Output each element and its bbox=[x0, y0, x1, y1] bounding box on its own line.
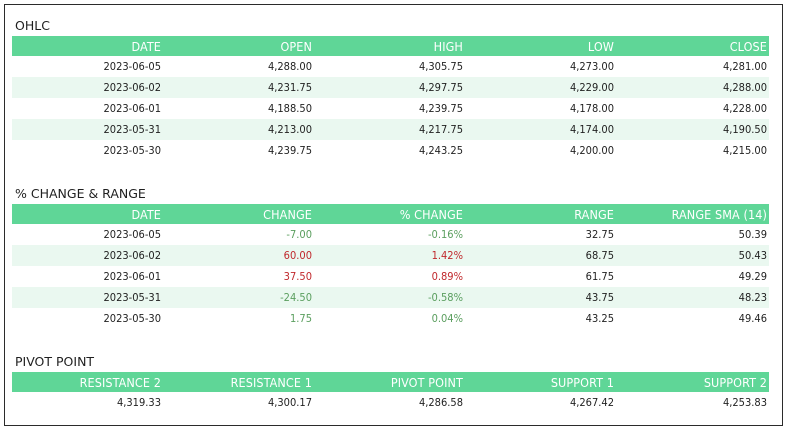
change-header-pct-change: % CHANGE bbox=[314, 204, 465, 224]
ohlc-cell-date: 2023-06-05 bbox=[103, 60, 161, 73]
change-cell-date: 2023-06-02 bbox=[12, 245, 163, 266]
change-range-section-title: % CHANGE & RANGE bbox=[15, 186, 146, 201]
ohlc-cell-high: 4,217.75 bbox=[314, 119, 465, 140]
ohlc-cell-low: 4,229.00 bbox=[465, 77, 616, 98]
ohlc-cell-open: 4,213.00 bbox=[163, 119, 314, 140]
change-cell-date: 2023-06-01 bbox=[103, 270, 161, 283]
ohlc-cell-close: 4,288.00 bbox=[616, 77, 769, 98]
change-cell-range-sma: 49.29 bbox=[738, 270, 767, 283]
pivot-cell-pivot-point: 4,286.58 bbox=[418, 396, 463, 409]
table-row: 2023-06-05 4,288.00 4,305.75 4,273.00 4,… bbox=[12, 56, 769, 77]
ohlc-table: DATE OPEN HIGH LOW CLOSE 2023-06-05 4,28… bbox=[12, 36, 769, 161]
change-header-change: CHANGE bbox=[163, 204, 314, 224]
table-row: 2023-05-30 1.75 0.04% 43.25 49.46 bbox=[12, 308, 769, 329]
table-row: 2023-06-01 4,188.50 4,239.75 4,178.00 4,… bbox=[12, 98, 769, 119]
ohlc-cell-open: 4,188.50 bbox=[267, 102, 312, 115]
ohlc-header-open: OPEN bbox=[163, 36, 314, 56]
pivot-cell-support-2: 4,253.83 bbox=[722, 396, 767, 409]
change-cell-range-sma: 50.43 bbox=[616, 245, 769, 266]
table-row: 2023-05-31 4,213.00 4,217.75 4,174.00 4,… bbox=[12, 119, 769, 140]
pivot-header-resistance-1: RESISTANCE 1 bbox=[163, 372, 314, 392]
change-header-range-sma: RANGE SMA (14) bbox=[616, 204, 769, 224]
change-cell-range: 43.25 bbox=[585, 312, 614, 325]
ohlc-cell-close: 4,228.00 bbox=[722, 102, 767, 115]
ohlc-section-title: OHLC bbox=[15, 18, 50, 33]
pivot-table: RESISTANCE 2 RESISTANCE 1 PIVOT POINT SU… bbox=[12, 372, 769, 413]
ohlc-cell-low: 4,174.00 bbox=[465, 119, 616, 140]
change-cell-range: 32.75 bbox=[585, 228, 614, 241]
ohlc-cell-close: 4,190.50 bbox=[616, 119, 769, 140]
pivot-header-resistance-2: RESISTANCE 2 bbox=[12, 372, 163, 392]
change-range-header-row: DATE CHANGE % CHANGE RANGE RANGE SMA (14… bbox=[12, 204, 769, 224]
ohlc-cell-low: 4,200.00 bbox=[569, 144, 614, 157]
ohlc-header-low: LOW bbox=[465, 36, 616, 56]
pivot-header-pivot-point: PIVOT POINT bbox=[314, 372, 465, 392]
ohlc-cell-open: 4,239.75 bbox=[267, 144, 312, 157]
table-row: 2023-06-05 -7.00 -0.16% 32.75 50.39 bbox=[12, 224, 769, 245]
ohlc-cell-high: 4,243.25 bbox=[418, 144, 463, 157]
change-cell-pct-change: -0.16% bbox=[427, 228, 463, 241]
change-cell-date: 2023-06-05 bbox=[103, 228, 161, 241]
change-cell-change: 60.00 bbox=[163, 245, 314, 266]
table-row: 4,319.33 4,300.17 4,286.58 4,267.42 4,25… bbox=[12, 392, 769, 413]
change-cell-range-sma: 50.39 bbox=[738, 228, 767, 241]
ohlc-cell-close: 4,215.00 bbox=[722, 144, 767, 157]
pivot-header-row: RESISTANCE 2 RESISTANCE 1 PIVOT POINT SU… bbox=[12, 372, 769, 392]
ohlc-cell-low: 4,178.00 bbox=[569, 102, 614, 115]
change-cell-pct-change: 0.89% bbox=[431, 270, 463, 283]
ohlc-cell-open: 4,231.75 bbox=[163, 77, 314, 98]
ohlc-cell-date: 2023-05-30 bbox=[103, 144, 161, 157]
ohlc-cell-high: 4,305.75 bbox=[418, 60, 463, 73]
change-cell-date: 2023-05-31 bbox=[12, 287, 163, 308]
change-cell-range-sma: 49.46 bbox=[738, 312, 767, 325]
pivot-header-support-1: SUPPORT 1 bbox=[465, 372, 616, 392]
ohlc-header-close: CLOSE bbox=[616, 36, 769, 56]
change-cell-pct-change: -0.58% bbox=[314, 287, 465, 308]
ohlc-cell-open: 4,288.00 bbox=[267, 60, 312, 73]
pivot-header-support-2: SUPPORT 2 bbox=[616, 372, 769, 392]
table-row: 2023-06-02 60.00 1.42% 68.75 50.43 bbox=[12, 245, 769, 266]
ohlc-cell-date: 2023-06-01 bbox=[103, 102, 161, 115]
change-cell-change: -24.50 bbox=[163, 287, 314, 308]
pivot-cell-support-1: 4,267.42 bbox=[569, 396, 614, 409]
change-cell-change: 1.75 bbox=[289, 312, 312, 325]
ohlc-cell-date: 2023-06-02 bbox=[12, 77, 163, 98]
ohlc-cell-high: 4,239.75 bbox=[418, 102, 463, 115]
ohlc-cell-low: 4,273.00 bbox=[569, 60, 614, 73]
change-cell-pct-change: 0.04% bbox=[431, 312, 463, 325]
ohlc-cell-date: 2023-05-31 bbox=[12, 119, 163, 140]
ohlc-cell-high: 4,297.75 bbox=[314, 77, 465, 98]
change-cell-range-sma: 48.23 bbox=[616, 287, 769, 308]
table-row: 2023-05-31 -24.50 -0.58% 43.75 48.23 bbox=[12, 287, 769, 308]
pivot-cell-resistance-2: 4,319.33 bbox=[116, 396, 161, 409]
ohlc-header-row: DATE OPEN HIGH LOW CLOSE bbox=[12, 36, 769, 56]
change-cell-range: 61.75 bbox=[585, 270, 614, 283]
table-row: 2023-06-01 37.50 0.89% 61.75 49.29 bbox=[12, 266, 769, 287]
change-header-date: DATE bbox=[12, 204, 163, 224]
pivot-cell-resistance-1: 4,300.17 bbox=[267, 396, 312, 409]
change-cell-change: 37.50 bbox=[283, 270, 312, 283]
change-range-table: DATE CHANGE % CHANGE RANGE RANGE SMA (14… bbox=[12, 204, 769, 329]
table-row: 2023-05-30 4,239.75 4,243.25 4,200.00 4,… bbox=[12, 140, 769, 161]
pivot-section-title: PIVOT POINT bbox=[15, 354, 95, 369]
change-cell-change: -7.00 bbox=[286, 228, 312, 241]
change-header-range: RANGE bbox=[465, 204, 616, 224]
change-cell-range: 68.75 bbox=[465, 245, 616, 266]
change-cell-range: 43.75 bbox=[465, 287, 616, 308]
ohlc-header-high: HIGH bbox=[314, 36, 465, 56]
ohlc-cell-close: 4,281.00 bbox=[722, 60, 767, 73]
ohlc-header-date: DATE bbox=[12, 36, 163, 56]
change-cell-pct-change: 1.42% bbox=[314, 245, 465, 266]
change-cell-date: 2023-05-30 bbox=[103, 312, 161, 325]
table-row: 2023-06-02 4,231.75 4,297.75 4,229.00 4,… bbox=[12, 77, 769, 98]
